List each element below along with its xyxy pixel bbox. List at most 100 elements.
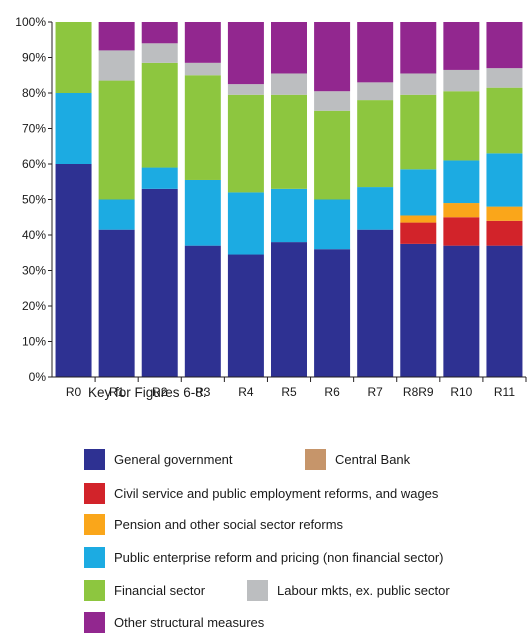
bar-segment — [443, 22, 480, 70]
bar-segment — [314, 22, 351, 92]
bar-segment — [141, 188, 178, 377]
x-tick-label: R11 — [494, 385, 515, 399]
bar-segment — [400, 73, 437, 95]
stacked-bar-chart: 0% 10% 20% 30% 40% 50% 60% 70% 80% 90% 100% R0 R1 R2… — [15, 15, 527, 399]
legend-label: Labour mkts, ex. public sector — [277, 582, 450, 598]
bar-segment — [357, 187, 394, 230]
legend-label: Pension and other social sector reforms — [114, 516, 344, 532]
legend-label: Financial sector — [114, 582, 206, 598]
bar-segment — [184, 245, 221, 377]
bar-segment — [486, 87, 523, 154]
bar-segment — [184, 179, 221, 246]
x-tick-label: R4 — [238, 385, 254, 399]
bar-segment — [486, 22, 523, 69]
legend-swatch — [84, 611, 105, 633]
y-tick-label: 0% — [29, 370, 47, 384]
bar-segment — [271, 188, 307, 243]
legend-item-financial-sector: Financial sector — [84, 579, 205, 601]
bar-segment — [98, 199, 135, 230]
bar-segment — [486, 245, 523, 377]
y-tick-label: 20% — [22, 299, 46, 313]
y-tick-label: 90% — [22, 51, 46, 65]
bar-segment — [227, 22, 264, 85]
x-tick-label: R10 — [450, 385, 472, 399]
bar-segment — [486, 153, 523, 207]
bars — [55, 22, 523, 377]
y-tick-label: 30% — [22, 264, 46, 278]
y-tick-label: 40% — [22, 228, 46, 242]
bar-segment — [227, 84, 264, 95]
y-tick-label: 100% — [15, 15, 46, 29]
y-tick-label: 50% — [22, 193, 46, 207]
bar-segment — [314, 199, 351, 250]
y-tick-label: 60% — [22, 157, 46, 171]
bar-segment — [184, 75, 221, 180]
bar-segment — [271, 94, 307, 189]
bar-segment — [98, 229, 135, 377]
bar-segment — [98, 80, 135, 200]
bar-segment — [227, 192, 264, 255]
y-axis: 0% 10% 20% 30% 40% 50% 60% 70% 80% 90% 100% — [15, 15, 53, 384]
y-tick-label: 70% — [22, 122, 46, 136]
x-tick-label: R8R9 — [403, 385, 434, 399]
bar-segment — [184, 62, 221, 76]
legend-label: Other structural measures — [114, 614, 265, 630]
legend-swatch — [84, 482, 105, 504]
y-tick-label: 10% — [22, 335, 46, 349]
bar-segment — [184, 22, 221, 63]
bar-segment — [400, 243, 437, 377]
bar-segment — [443, 245, 480, 377]
bar-segment — [400, 169, 437, 216]
bar-segment — [271, 73, 307, 95]
bar-segment — [314, 110, 351, 200]
legend-label: Central Bank — [335, 451, 411, 467]
legend-label: Public enterprise reform and pricing (no… — [114, 549, 444, 565]
x-tick-label: R7 — [368, 385, 384, 399]
legend-item-general-government: General government — [84, 448, 233, 470]
x-tick-label: R3 — [195, 385, 211, 399]
bar-segment — [141, 62, 178, 168]
bar-segment — [357, 229, 394, 377]
bar-segment — [55, 22, 92, 93]
bar-segment — [443, 203, 480, 218]
legend-label: Civil service and public employment refo… — [114, 485, 439, 501]
bar-segment — [271, 242, 307, 377]
x-tick-label: R2 — [152, 385, 168, 399]
bar-segment — [357, 22, 394, 83]
bar-segment — [141, 22, 178, 44]
bar-segment — [400, 94, 437, 170]
bar-segment — [486, 220, 523, 246]
x-tick-label: R0 — [66, 385, 82, 399]
bar-segment — [314, 249, 351, 377]
bar-segment — [314, 91, 351, 111]
bar-segment — [357, 82, 394, 101]
legend-item-labour-markets: Labour mkts, ex. public sector — [247, 579, 450, 601]
bar-segment — [486, 206, 523, 221]
legend-item-public-enterprise: Public enterprise reform and pricing (no… — [84, 546, 444, 568]
x-tick-label: R5 — [281, 385, 297, 399]
bar-segment — [141, 43, 178, 63]
bar-segment — [443, 160, 480, 204]
legend-item-pension: Pension and other social sector reforms — [84, 513, 343, 535]
bar-segment — [443, 217, 480, 246]
bar-segment — [271, 22, 307, 74]
bar-segment — [400, 22, 437, 74]
bar-segment — [98, 50, 135, 81]
legend-swatch — [305, 448, 326, 470]
bar-segment — [443, 69, 480, 92]
bar-segment — [141, 167, 178, 189]
legend-swatch — [84, 448, 105, 470]
legend-swatch — [84, 579, 105, 601]
legend-item-central-bank: Central Bank — [305, 448, 410, 470]
legend-swatch — [84, 546, 105, 568]
bar-segment — [55, 164, 92, 377]
bar-segment — [227, 94, 264, 193]
bar-segment — [98, 22, 135, 51]
y-tick-label: 80% — [22, 86, 46, 100]
x-axis: R0 R1 R2 R3 R4 R5 R6 R7 R8R9 R10 R11 — [52, 376, 527, 399]
x-tick-label: R6 — [324, 385, 340, 399]
bar-segment — [227, 254, 264, 377]
bar-segment — [443, 91, 480, 161]
bar-segment — [357, 100, 394, 188]
legend-label: General government — [114, 451, 233, 467]
